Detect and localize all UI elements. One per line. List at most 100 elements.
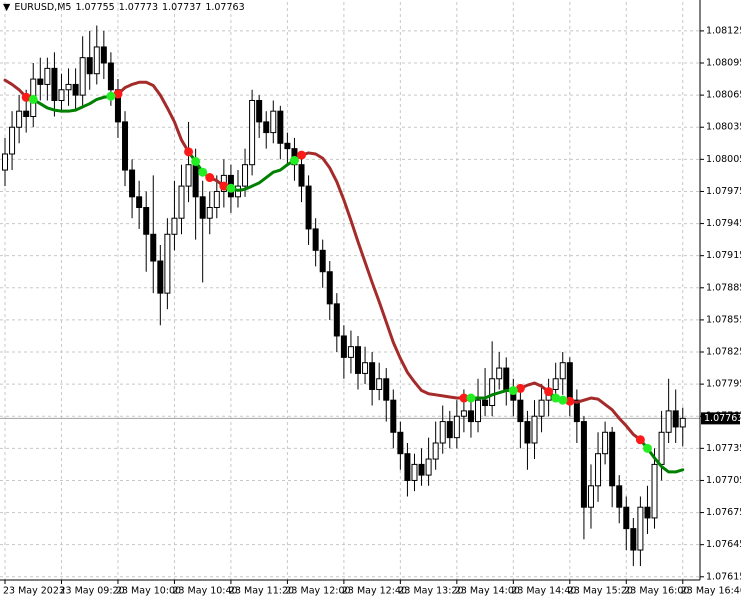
- candle-body: [347, 346, 354, 358]
- price-label: 1.07763: [704, 413, 741, 424]
- candle-body: [171, 217, 178, 235]
- y-tick-label: 1.08005: [706, 154, 741, 165]
- x-tick-label: 23 May 14:40: [511, 586, 576, 597]
- candle-body: [164, 233, 171, 294]
- candle-body: [100, 46, 107, 64]
- candle-body: [587, 485, 594, 508]
- candle-body: [263, 121, 270, 134]
- y-tick-label: 1.07795: [706, 379, 741, 390]
- candle-body: [129, 169, 136, 198]
- candle-body: [185, 164, 192, 187]
- candle-body: [397, 431, 404, 455]
- candle-body: [637, 506, 644, 551]
- candle-body: [122, 121, 129, 171]
- signal-dot: [565, 396, 575, 406]
- candle-body: [178, 185, 185, 219]
- candle-body: [383, 378, 390, 401]
- y-tick-label: 1.07825: [706, 347, 741, 358]
- x-tick-label: 23 May 16:00: [624, 586, 689, 597]
- candle-body: [270, 110, 277, 134]
- x-tick-label: 23 May 16:40: [681, 586, 741, 597]
- candle-body: [206, 207, 213, 219]
- candle-body: [595, 453, 602, 487]
- candle-body: [58, 89, 65, 101]
- candle-body: [340, 335, 347, 358]
- candle-body: [602, 431, 609, 455]
- candle-body: [37, 78, 44, 85]
- candle-body: [658, 431, 665, 465]
- candle-body: [425, 458, 432, 476]
- candle-body: [390, 399, 397, 433]
- candle-body: [284, 142, 291, 150]
- candle-body: [630, 528, 637, 551]
- candle-body: [298, 164, 305, 187]
- signal-dot: [106, 91, 116, 101]
- price-label-box: [701, 412, 740, 425]
- signal-dot: [198, 167, 208, 177]
- signal-dot: [459, 393, 469, 403]
- candle-body: [23, 110, 30, 118]
- candle-body: [93, 46, 100, 75]
- y-tick-label: 1.08125: [706, 25, 741, 36]
- candle-body: [453, 415, 460, 439]
- candle-body: [249, 99, 256, 166]
- y-tick-label: 1.07915: [706, 250, 741, 261]
- x-tick-label: 23 May 12:40: [342, 586, 407, 597]
- candle-body: [136, 196, 143, 209]
- candle-body: [644, 506, 651, 519]
- signal-dot: [28, 94, 38, 104]
- candle-body: [326, 271, 333, 305]
- candle-body: [467, 410, 474, 423]
- y-tick-label: 1.07615: [706, 571, 741, 582]
- candle-body: [623, 506, 630, 530]
- candle-body: [65, 83, 72, 91]
- candle-body: [517, 399, 524, 423]
- candle-body: [369, 362, 376, 390]
- candle-body: [72, 83, 79, 96]
- collapse-icon[interactable]: ▼: [3, 2, 11, 13]
- y-tick-label: 1.07945: [706, 218, 741, 229]
- x-tick-label: 23 May 12:00: [285, 586, 350, 597]
- signal-dot: [289, 155, 299, 165]
- candle-body: [411, 463, 418, 481]
- candle-body: [213, 190, 220, 209]
- last-open: 1.07755: [75, 2, 115, 13]
- candle-body: [531, 415, 538, 444]
- signal-dot: [226, 183, 236, 193]
- signal-dot: [642, 443, 652, 453]
- candle-body: [609, 431, 616, 487]
- signal-dot: [113, 89, 123, 99]
- candle-body: [150, 233, 157, 262]
- candle-body: [460, 410, 467, 417]
- last-high: 1.07773: [118, 2, 159, 13]
- x-tick-label: 23 May 13:20: [398, 586, 463, 597]
- x-tick-label: 23 May 10:00: [116, 586, 181, 597]
- y-tick-label: 1.07705: [706, 475, 741, 486]
- y-tick-label: 1.07975: [706, 186, 741, 197]
- last-low: 1.07737: [162, 2, 202, 13]
- candle-body: [362, 362, 369, 374]
- candle-body: [16, 110, 23, 128]
- signal-dot: [21, 92, 31, 102]
- candle-body: [143, 207, 150, 235]
- x-tick-label: 23 May 14:00: [455, 586, 520, 597]
- signal-dot: [219, 181, 229, 191]
- candle-body: [256, 99, 263, 123]
- candle-body: [277, 110, 284, 144]
- candle-body: [503, 367, 510, 390]
- signal-dot: [635, 435, 645, 445]
- signal-dot: [297, 150, 307, 160]
- candle-body: [51, 67, 58, 101]
- y-tick-label: 1.08095: [706, 58, 741, 69]
- candle-body: [305, 185, 312, 230]
- candle-body: [376, 378, 383, 390]
- y-tick-label: 1.07735: [706, 443, 741, 454]
- candle-body: [665, 410, 672, 433]
- y-tick-label: 1.08035: [706, 122, 741, 133]
- candle-body: [44, 67, 51, 85]
- candle-body: [418, 463, 425, 476]
- y-tick-label: 1.08065: [706, 90, 741, 101]
- candle-body: [157, 260, 164, 294]
